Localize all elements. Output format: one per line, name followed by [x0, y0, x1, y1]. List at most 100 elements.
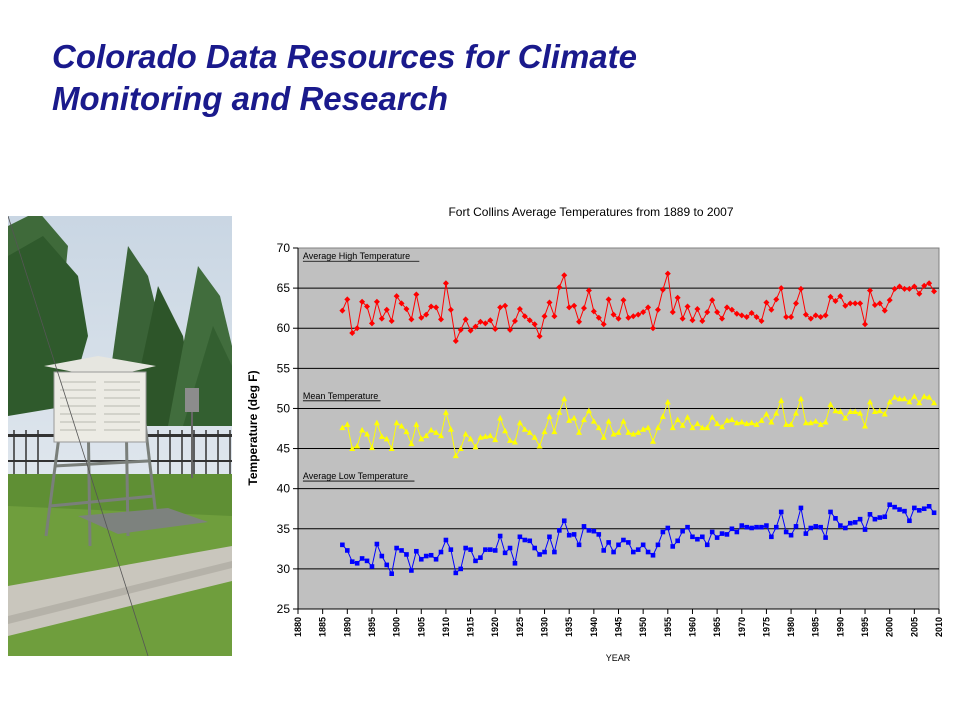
data-point — [630, 313, 637, 320]
x-tick-label: 2010 — [934, 617, 944, 637]
data-point — [507, 437, 514, 443]
data-point — [916, 508, 922, 513]
data-point — [502, 302, 509, 309]
data-point — [719, 315, 726, 322]
data-point — [428, 303, 435, 310]
data-point — [462, 430, 469, 437]
x-tick-label: 1920 — [490, 617, 500, 637]
data-point — [399, 548, 404, 553]
data-point — [822, 418, 829, 425]
data-point — [694, 420, 701, 427]
mean-temperature-series — [339, 393, 938, 459]
data-point — [896, 283, 903, 290]
data-point — [492, 436, 499, 443]
x-tick-label: 1900 — [392, 617, 402, 637]
data-point — [714, 309, 721, 316]
data-point — [383, 306, 390, 313]
data-point — [349, 330, 356, 337]
data-point — [621, 537, 626, 543]
data-point — [462, 316, 469, 323]
data-point — [497, 533, 503, 539]
data-point — [704, 424, 711, 431]
data-point — [605, 418, 612, 424]
data-point — [931, 399, 938, 406]
data-point — [763, 410, 770, 417]
data-point — [561, 518, 567, 524]
data-point — [596, 532, 602, 537]
data-point — [788, 532, 794, 538]
data-point — [556, 409, 563, 415]
data-point — [719, 423, 726, 430]
data-point — [837, 293, 844, 300]
data-point — [615, 315, 622, 322]
data-point — [862, 527, 868, 532]
data-point — [359, 556, 365, 561]
x-tick-label: 1915 — [466, 617, 476, 637]
data-point — [616, 542, 621, 548]
data-point — [414, 548, 419, 554]
average-low-temperature-series — [340, 502, 937, 577]
y-tick-label: 60 — [277, 321, 291, 335]
data-point — [516, 305, 523, 312]
data-point — [526, 317, 533, 324]
data-point — [768, 306, 775, 313]
data-point — [478, 555, 483, 560]
data-point — [368, 444, 375, 451]
data-point — [566, 417, 573, 423]
data-point — [546, 413, 553, 419]
data-point — [714, 535, 720, 540]
plot-area — [297, 247, 940, 610]
data-point — [733, 419, 740, 426]
data-point — [340, 542, 345, 548]
x-tick-label: 1970 — [737, 617, 747, 637]
data-point — [437, 432, 444, 439]
data-point — [709, 529, 715, 535]
data-point — [817, 313, 824, 320]
data-point — [659, 413, 666, 419]
data-point — [753, 313, 760, 320]
data-point — [906, 285, 913, 292]
data-point — [724, 532, 730, 537]
data-point — [753, 421, 760, 427]
y-tick-label: 25 — [277, 602, 291, 616]
data-point — [378, 315, 385, 322]
data-point — [818, 524, 823, 530]
data-point — [891, 285, 898, 292]
data-point — [912, 505, 917, 511]
data-point — [664, 398, 671, 405]
data-point — [728, 306, 735, 313]
x-tick-label: 1955 — [663, 617, 673, 637]
data-point — [882, 514, 888, 520]
data-point — [778, 509, 784, 515]
data-point — [630, 430, 637, 437]
data-point — [590, 418, 597, 424]
data-point — [521, 426, 528, 432]
data-point — [684, 303, 691, 310]
data-point — [547, 534, 552, 540]
data-point — [398, 300, 405, 307]
data-point — [655, 542, 661, 548]
data-point — [443, 537, 449, 543]
data-point — [758, 417, 765, 423]
data-point — [585, 287, 592, 294]
data-point — [926, 394, 933, 400]
data-point — [916, 399, 923, 406]
data-point — [349, 445, 356, 451]
data-point — [625, 429, 632, 435]
data-point — [591, 528, 597, 534]
data-point — [773, 410, 780, 416]
data-point — [788, 421, 795, 427]
data-point — [812, 418, 819, 424]
data-point — [546, 299, 553, 306]
x-tick-label: 1980 — [786, 617, 796, 637]
data-point — [852, 300, 859, 307]
data-point — [566, 532, 572, 538]
data-point — [428, 426, 435, 433]
data-point — [886, 398, 893, 405]
data-point — [680, 528, 685, 534]
data-point — [871, 301, 878, 308]
data-point — [778, 285, 785, 292]
data-point — [921, 506, 927, 512]
data-point — [660, 529, 666, 535]
data-point — [393, 293, 400, 300]
